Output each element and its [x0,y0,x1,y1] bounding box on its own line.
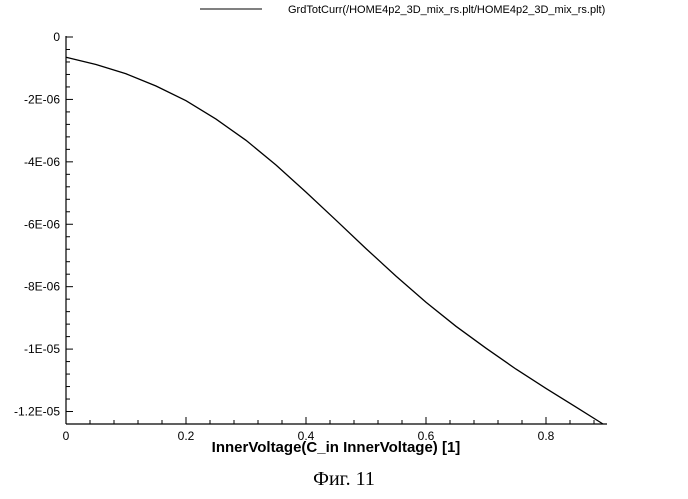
y-tick-label: -1E-05 [24,342,60,356]
y-tick-label: -6E-06 [24,217,60,231]
y-tick-label: -8E-06 [24,280,60,294]
legend: GrdTotCurr(/HOME4p2_3D_mix_rs.plt/HOME4p… [200,4,605,16]
x-tick-label: 0.8 [538,429,555,443]
figure-caption: Фиг. 11 [0,468,688,491]
y-tick-label: -2E-06 [24,92,60,106]
y-tick-label: 0 [53,30,60,44]
y-ticks: 0 -2E-06 -4E-06 -6E-06 -8E-06 -1E-05 -1.2E-05 [14,30,73,424]
x-tick-label: 0 [63,429,70,443]
x-axis-label: InnerVoltage(C_in InnerVoltage) [1] [212,439,461,456]
legend-label: GrdTotCurr(/HOME4p2_3D_mix_rs.plt/HOME4p… [288,4,605,16]
plot-area: 0-2E-06-4E-06-6E-06-8E-06-1E-05-1.2E-05 … [14,30,607,443]
y-tick-label: -1.2E-05 [14,405,60,419]
series-line [66,57,603,424]
x-tick-label: 0.2 [178,429,195,443]
y-tick-label: -4E-06 [24,155,60,169]
